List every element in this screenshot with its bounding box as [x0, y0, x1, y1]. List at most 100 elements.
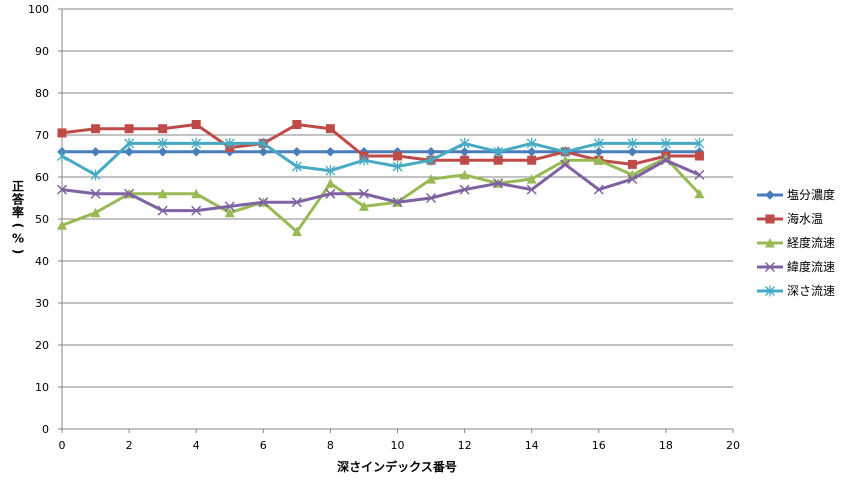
x-tick-label: 12 [458, 439, 472, 452]
series-layer [56, 120, 705, 237]
x-tick-label: 2 [126, 439, 133, 452]
x-tick-label: 0 [59, 439, 66, 452]
y-tick-label: 50 [35, 213, 49, 226]
data-point [393, 151, 402, 161]
data-point [460, 155, 470, 165]
data-point [90, 188, 101, 199]
legend-item: 海水温 [757, 211, 823, 226]
data-point [124, 188, 135, 199]
series-4 [56, 155, 705, 216]
y-axis-title-char: 率 [12, 205, 24, 220]
data-point [90, 146, 101, 157]
data-point [191, 120, 201, 129]
data-point [358, 154, 369, 166]
data-point [392, 197, 403, 208]
data-point [56, 184, 68, 195]
data-point [426, 192, 437, 204]
legend-marker [765, 214, 775, 224]
y-tick-label: 60 [35, 171, 49, 184]
data-point [191, 188, 202, 199]
data-point [694, 151, 704, 161]
y-tick-label: 70 [35, 129, 49, 142]
data-point [292, 120, 302, 129]
series-line [61, 141, 700, 177]
data-point [258, 197, 269, 208]
data-point [91, 124, 101, 134]
data-point [527, 155, 537, 165]
y-tick-label: 40 [35, 255, 49, 268]
data-point [57, 220, 67, 230]
data-point [325, 178, 336, 188]
data-point [258, 146, 269, 157]
data-point [694, 188, 705, 199]
data-point [224, 207, 235, 218]
data-point [694, 169, 705, 180]
legend-item: 経度流速 [757, 235, 835, 250]
data-point [426, 154, 437, 166]
legend-item: 緯度流速 [757, 259, 835, 274]
series-1 [57, 146, 705, 157]
y-axis-title-char: % [12, 232, 24, 246]
x-tick-label: 10 [391, 439, 405, 452]
data-point [627, 174, 638, 185]
data-point [325, 146, 336, 157]
y-axis-title: 正答率 (%) [11, 180, 25, 255]
data-point [694, 137, 705, 149]
y-tick-label: 100 [28, 3, 49, 16]
data-point [157, 137, 168, 149]
y-axis-title-char: ) [11, 249, 25, 254]
data-point [526, 137, 537, 149]
series-line [61, 156, 701, 234]
data-point [493, 146, 504, 158]
data-point [157, 205, 168, 216]
x-tick-label: 16 [592, 439, 606, 452]
data-point [191, 205, 202, 216]
data-point [627, 137, 638, 149]
data-point [627, 159, 637, 169]
data-point [124, 137, 135, 149]
y-tick-label: 80 [35, 87, 49, 100]
data-point [157, 188, 168, 199]
data-point [291, 161, 302, 172]
data-point [291, 146, 302, 157]
y-tick-label: 90 [35, 45, 49, 58]
data-point [57, 128, 67, 138]
data-point [90, 169, 101, 181]
data-point [493, 178, 504, 189]
x-tick-label: 14 [525, 439, 539, 452]
data-point [124, 124, 134, 134]
series-5 [57, 137, 705, 181]
data-point [627, 146, 638, 157]
data-point [325, 165, 336, 177]
legend-label: 緯度流速 [787, 259, 835, 274]
x-tick-label: 8 [327, 439, 334, 452]
data-point [258, 137, 269, 149]
x-tick-label: 18 [659, 439, 673, 452]
legend-item: 塩分濃度 [757, 187, 835, 202]
data-point [660, 155, 671, 166]
data-point [426, 174, 437, 184]
x-axis-title: 深さインデックス番号 [337, 459, 457, 474]
data-point [358, 201, 369, 211]
data-point [57, 150, 67, 162]
data-point [560, 159, 571, 170]
data-point [224, 201, 235, 212]
data-point [459, 169, 470, 180]
legend-label: 海水温 [787, 211, 823, 226]
legend-label: 経度流速 [787, 235, 835, 250]
x-tick-label: 4 [193, 439, 200, 452]
legend-marker [765, 190, 775, 200]
x-tick-label: 20 [726, 439, 740, 452]
data-point [560, 146, 571, 158]
y-tick-label: 10 [35, 381, 49, 394]
y-tick-label: 30 [35, 297, 49, 310]
data-point [325, 188, 336, 199]
series-line [61, 158, 701, 213]
data-point [459, 137, 470, 149]
data-point [124, 146, 134, 157]
data-point [224, 137, 235, 149]
legend-item: 深さ流速 [757, 284, 835, 298]
legend-marker [765, 285, 775, 297]
